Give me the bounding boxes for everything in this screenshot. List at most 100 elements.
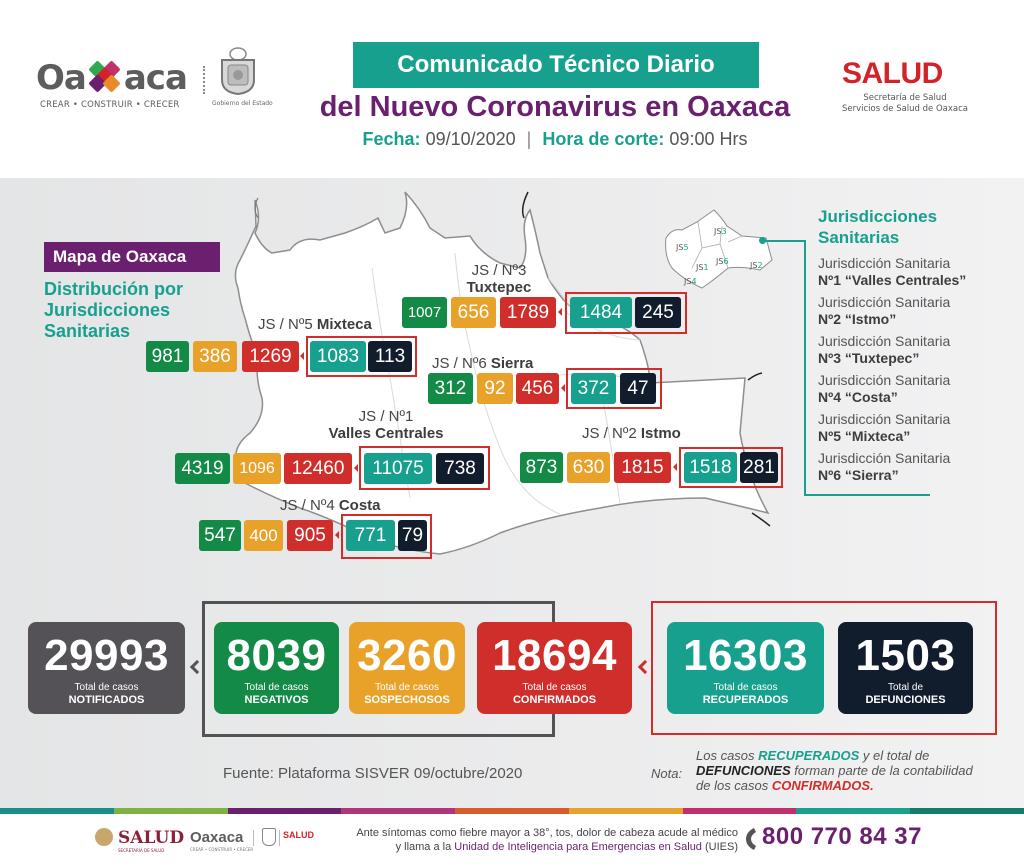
js5-negativos: 981 <box>146 341 189 372</box>
total-negativos-caption: Total de casos <box>244 682 309 693</box>
jurisdiction-minimap: JS5 JS3 JS1 JS6 JS2 JS4 <box>665 209 773 289</box>
logo-divider <box>203 66 205 94</box>
js1-name: Valles Centrales <box>328 425 444 442</box>
js6-confirmados: 456 <box>516 373 559 404</box>
page-title: Comunicado Técnico Diario <box>397 51 715 78</box>
footer-salud-logo: SALUD <box>118 828 185 848</box>
js5-defunciones: 113 <box>368 341 412 372</box>
js4-recuperados: 771 <box>346 520 395 551</box>
legend-item-js5-line1: Jurisdicción Sanitaria <box>818 411 951 427</box>
js3-frame <box>565 292 687 334</box>
cut-label: Hora de corte: <box>542 129 665 149</box>
footer <box>0 814 1024 866</box>
footer-salud2-logo: SALUD <box>283 830 314 840</box>
js6-frame <box>566 368 662 409</box>
total-defunciones-label: DEFUNCIONES <box>865 694 946 706</box>
js4-label: JS / Nº4 Costa <box>280 497 381 514</box>
total-sospechosos-caption: Total de casos <box>375 682 439 693</box>
js4-defunciones: 79 <box>398 520 427 551</box>
minimap-js3: JS3 <box>713 227 727 236</box>
federal-seal-icon <box>95 828 113 846</box>
js4-frame <box>341 514 432 559</box>
total-confirmados: 18694 Total de casos CONFIRMADOS <box>477 622 632 714</box>
hotline-phone[interactable]: 800 770 84 37 <box>762 823 922 850</box>
state-coat-of-arms-icon <box>221 47 255 96</box>
js2-notch <box>673 463 677 471</box>
total-sospechosos-label: SOSPECHOSOS <box>364 694 450 706</box>
js2-label: JS / Nº2 Istmo <box>582 425 681 442</box>
js5-label: JS / Nº5 Mixteca <box>258 316 372 333</box>
total-confirmados-label: CONFIRMADOS <box>512 694 597 706</box>
data-source: Fuente: Plataforma SISVER 09/octubre/202… <box>223 765 523 782</box>
legend-item-js4-line2: Nº4 “Costa” <box>818 389 898 405</box>
oaxaca-tagline: CREAR • CONSTRUIR • CRECER <box>40 100 180 110</box>
js5-sospechosos: 386 <box>193 341 237 372</box>
oaxaca-wordmark: Oa aca <box>36 56 188 100</box>
js3-recuperados: 1484 <box>570 297 632 328</box>
legend-connector-vertical <box>804 240 806 495</box>
date-line: Fecha: 09/10/2020 | Hora de corte: 09:00… <box>300 126 810 152</box>
js2-defunciones: 281 <box>740 452 778 483</box>
total-defunciones-caption: Total de <box>887 682 924 693</box>
footer-divider <box>279 830 280 846</box>
oaxaca-x-mosaic-icon <box>87 59 123 93</box>
legend-item-js1: Jurisdicción Sanitaria Nº1 “Valles Centra… <box>818 255 966 289</box>
js1-confirmados: 12460 <box>284 453 352 484</box>
note-text: Los casos RECUPERADOS y el total de DEFU… <box>696 748 986 793</box>
js4-prefix: JS / Nº4 <box>280 497 335 514</box>
footer-msg-post: (UIES) <box>701 841 738 853</box>
legend-item-js6-line2: Nº6 “Sierra” <box>818 467 899 483</box>
js6-negativos: 312 <box>428 373 473 404</box>
js4-notch <box>335 531 339 539</box>
minimap-js5: JS5 <box>675 243 689 252</box>
js3-notch <box>558 308 562 316</box>
footer-shield-icon <box>262 828 276 846</box>
legend-item-js3: Jurisdicción Sanitaria Nº3 “Tuxtepec” <box>818 333 950 367</box>
js6-name: Sierra <box>490 355 534 372</box>
total-notificados: 29993 Total de casos NOTIFICADOS <box>28 622 185 714</box>
minimap-js4: JS4 <box>683 277 697 286</box>
js3-defunciones: 245 <box>635 297 681 328</box>
date-label: Fecha: <box>362 129 421 149</box>
legend-item-js2-line1: Jurisdicción Sanitaria <box>818 294 951 310</box>
oaxaca-logo: Oa aca CREAR • CONSTRUIR • CRECER <box>36 56 196 116</box>
legend-item-js2-line2: Nº2 “Istmo” <box>818 311 897 327</box>
title-banner <box>353 42 759 88</box>
salud-line2: Servicios de Salud de Oaxaca <box>841 104 968 114</box>
js1-sospechosos: 1096 <box>233 453 281 484</box>
legend-item-js3-line2: Nº3 “Tuxtepec” <box>818 350 920 366</box>
js6-label: JS / Nº6 Sierra <box>432 355 533 372</box>
js1-prefix: JS / Nº1 <box>358 408 414 425</box>
js4-sospechosos: 400 <box>244 520 283 551</box>
note-recuperados: RECUPERADOS <box>758 748 860 763</box>
salud-line1: Secretaría de Salud <box>863 93 947 103</box>
js3-sospechosos: 656 <box>451 297 496 328</box>
js6-defunciones: 47 <box>620 373 656 404</box>
salud-subtitle: Secretaría de Salud Servicios de Salud d… <box>830 93 980 115</box>
js1-notch <box>354 464 358 472</box>
legend-item-js4-line1: Jurisdicción Sanitaria <box>818 372 951 388</box>
legend-title: Jurisdicciones Sanitarias <box>818 207 938 247</box>
total-sospechosos: 3260 Total de casos SOSPECHOSOS <box>349 622 465 714</box>
color-stripe <box>0 808 1024 814</box>
page-subtitle: del Nuevo Coronavirus en Oaxaca <box>319 91 791 123</box>
note-t2: y el total de <box>859 748 930 763</box>
js2-confirmados: 1815 <box>614 452 671 483</box>
legend-connector-bottom <box>804 494 930 496</box>
note-t3: forman parte de la contabilidad de los c… <box>696 763 973 793</box>
footer-message-line2: y llama a la Unidad de Inteligencia para… <box>333 840 738 854</box>
footer-oaxaca-logo: Oaxaca <box>190 829 244 846</box>
gobierno-label: Gobierno del Estado <box>212 100 273 107</box>
legend-item-js2: Jurisdicción Sanitaria Nº2 “Istmo” <box>818 294 950 328</box>
js6-prefix: JS / Nº6 <box>432 355 487 372</box>
footer-oaxaca-tagline: CREAR • CONSTRUIR • CRECER <box>190 847 254 852</box>
total-defunciones-value: 1503 <box>855 631 956 680</box>
confirmed-breakdown-frame <box>651 601 997 735</box>
note-defunciones: DEFUNCIONES <box>696 763 791 778</box>
legend-item-js1-line2: Nº1 “Valles Centrales” <box>818 272 967 288</box>
total-negativos-value: 8039 <box>226 631 327 680</box>
legend-item-js1-line1: Jurisdicción Sanitaria <box>818 255 951 271</box>
legend-item-js6-line1: Jurisdicción Sanitaria <box>818 450 951 466</box>
js6-sospechosos: 92 <box>477 373 513 404</box>
total-notificados-value: 29993 <box>44 631 169 680</box>
